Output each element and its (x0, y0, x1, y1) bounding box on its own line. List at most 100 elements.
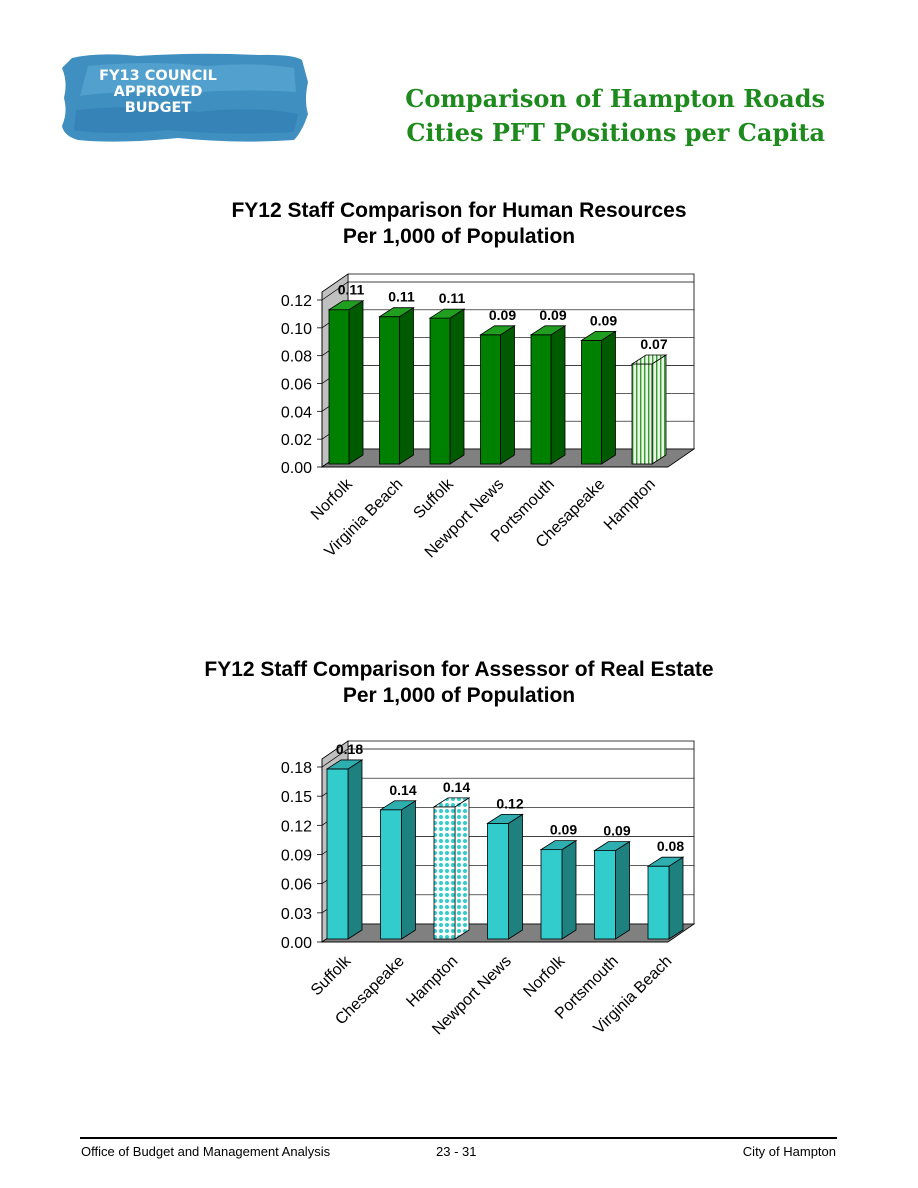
chart-2-ytick-label: 0.06 (281, 877, 312, 894)
chart-2-bar (593, 840, 631, 940)
chart-2-plot: 0.00 0.03 0.06 0.09 0.12 0.15 0.18 0.18 Suffolk 0… (281, 740, 696, 1038)
bar-front (429, 317, 451, 465)
bar-front (594, 850, 616, 940)
bar-side (454, 797, 470, 940)
chart-2-bar (379, 800, 417, 940)
chart-2-subtitle-line: Per 1,000 of Population (342, 684, 576, 707)
chart-2-bar (432, 797, 471, 940)
chart-1-category-label: Suffolk (410, 475, 457, 522)
chart-2-data-label: 0.08 (657, 838, 684, 854)
chart-2-bar (646, 856, 685, 940)
bar-side (615, 840, 630, 940)
logo-text: FY13 COUNCIL APPROVED BUDGET (58, 68, 258, 116)
bar-side (347, 759, 363, 940)
chart-1-title-line: FY12 Staff Comparison for Human Resource… (231, 199, 687, 222)
footer-rule (80, 1137, 837, 1139)
bar-side (601, 330, 616, 465)
chart-2-svg: 0.00 0.03 0.06 0.09 0.12 0.15 0.18 0.18 Suffolk 0… (281, 740, 696, 1038)
chart-1-bar (529, 325, 567, 465)
budget-logo-brush (62, 53, 308, 142)
bar-top (580, 330, 617, 341)
bar-top (529, 325, 567, 336)
chart-2-data-label: 0.12 (496, 795, 523, 811)
chart-1-bar (378, 306, 415, 465)
chart-1-ytick-label: 0.08 (281, 349, 312, 366)
bar-top (325, 759, 364, 770)
chart-1-ytick-label: 0.04 (281, 404, 312, 421)
bar-front (433, 806, 456, 940)
chart-1-ytick-label: 0.00 (281, 460, 312, 477)
page-title-line-2: Cities PFT Positions per Capita (406, 118, 825, 147)
chart-1-data-label: 0.09 (539, 307, 566, 323)
bar-side (399, 306, 414, 465)
chart-2-category-label: Norfolk (520, 952, 569, 1001)
chart-1-plot: 0.00 0.02 0.04 0.06 0.08 0.10 0.12 0.11 Norfolk 0… (281, 273, 696, 561)
footer-city: City of Hampton (742, 1144, 836, 1159)
page-title-line-1: Comparison of Hampton Roads (405, 84, 825, 113)
footer-office: Office of Budget and Management Analysis (81, 1144, 331, 1159)
bar-front (631, 363, 653, 465)
bar-front (647, 865, 670, 940)
bar-side (561, 839, 577, 940)
chart-2-bar (486, 813, 524, 940)
logo-line-2: APPROVED (113, 84, 203, 100)
chart-2-ytick-label: 0.15 (281, 789, 312, 806)
footer-page-number: 23 - 31 (436, 1144, 477, 1159)
bar-top (327, 300, 365, 311)
chart-2-data-label: 0.14 (443, 779, 470, 795)
bar-top (630, 354, 668, 365)
bar-front (581, 339, 602, 465)
chart-1-title: FY12 Staff Comparison for Human Resource… (0, 198, 918, 250)
bar-side (449, 308, 465, 465)
chart-1-data-label: 0.09 (489, 307, 516, 323)
chart-1-ytick-label: 0.02 (281, 432, 312, 449)
bar-top (646, 856, 685, 867)
chart-1-bar (428, 308, 466, 465)
bar-top (379, 800, 417, 811)
chart-1-bar (580, 330, 617, 465)
chart-1-data-label: 0.11 (388, 289, 415, 305)
chart-1-data-label: 0.11 (338, 282, 365, 298)
chart-2-data-label: 0.09 (603, 823, 630, 839)
chart-2-category-label: Suffolk (308, 952, 355, 999)
bar-top (479, 325, 516, 336)
page-title: Comparison of Hampton Roads Cities PFT P… (405, 82, 825, 150)
chart-2-gridline (321, 748, 694, 768)
bar-top (486, 813, 524, 824)
bar-front (380, 809, 402, 940)
chart-2-ytick-label: 0.09 (281, 848, 312, 865)
chart-2-data-label: 0.14 (389, 782, 416, 798)
bar-front (480, 334, 501, 465)
logo-line-1: FY13 COUNCIL (99, 68, 217, 84)
chart-1-svg: 0.00 0.02 0.04 0.06 0.08 0.10 0.12 0.11 Norfolk 0… (281, 273, 696, 561)
chart-1-ytick-label: 0.10 (281, 321, 312, 338)
chart-1-data-label: 0.11 (439, 290, 466, 306)
bar-top (432, 797, 471, 808)
chart-2-ytick-label: 0.18 (281, 760, 312, 777)
chart-2-ytick-label: 0.00 (281, 935, 312, 952)
bar-front (379, 316, 400, 465)
bar-top (593, 841, 631, 852)
bar-front (530, 334, 552, 465)
bar-top (539, 840, 578, 851)
bar-front (487, 822, 509, 940)
bar-top (428, 308, 466, 319)
bar-side (348, 300, 364, 465)
chart-1-bar (327, 300, 365, 465)
bar-front (540, 849, 563, 940)
chart-2-bar (539, 839, 578, 940)
bar-side (651, 354, 667, 465)
chart-1-subtitle-line: Per 1,000 of Population (342, 225, 576, 248)
bar-side (668, 856, 684, 940)
chart-2-data-label: 0.18 (336, 741, 363, 757)
bar-side (508, 813, 523, 940)
chart-2-bar (325, 759, 364, 940)
chart-2-ytick-label: 0.03 (281, 906, 312, 923)
bar-side (550, 325, 566, 465)
bar-front (326, 768, 349, 940)
chart-1-data-label: 0.07 (640, 336, 667, 352)
chart-1-category-label: Hampton (601, 476, 659, 534)
chart-2-title-line: FY12 Staff Comparison for Assessor of Re… (204, 658, 714, 681)
chart-2-title: FY12 Staff Comparison for Assessor of Re… (0, 657, 918, 709)
chart-2-data-label: 0.09 (550, 822, 577, 838)
